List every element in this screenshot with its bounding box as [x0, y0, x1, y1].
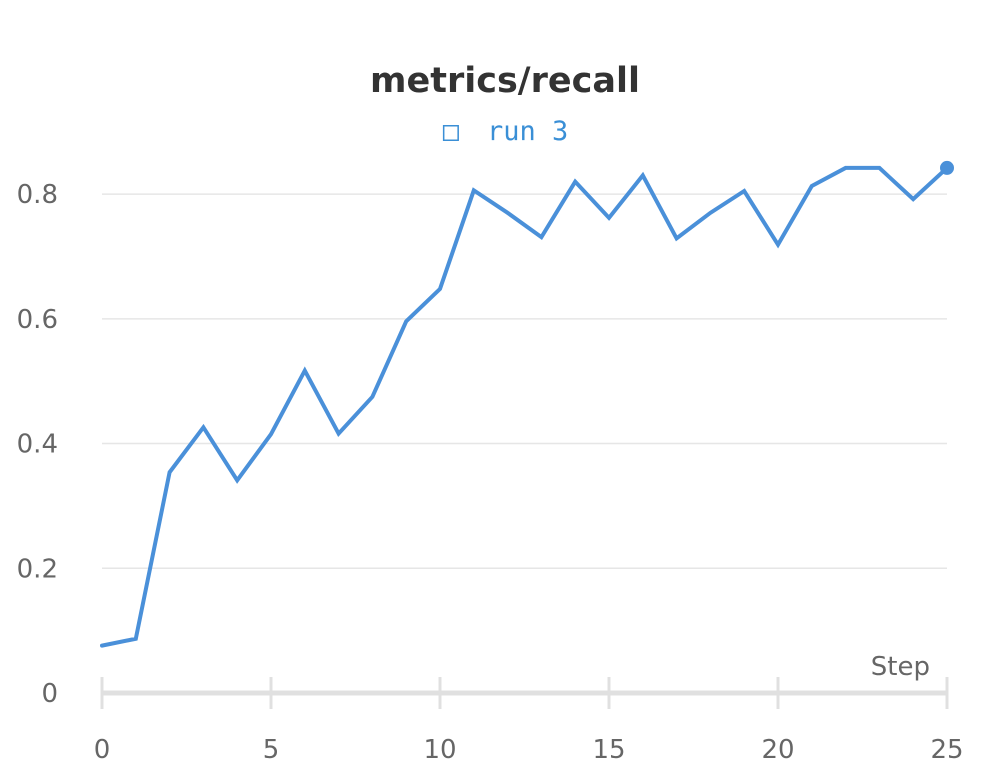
data-point[interactable] — [100, 644, 104, 648]
x-tick-label: 10 — [423, 735, 456, 765]
x-tick-label: 0 — [94, 735, 111, 765]
data-point[interactable] — [337, 432, 341, 436]
x-axis-label: Step — [871, 652, 930, 682]
x-tick-label: 20 — [761, 735, 794, 765]
data-point[interactable] — [742, 189, 746, 193]
legend[interactable]: □ run 3 — [443, 116, 568, 147]
data-point[interactable] — [404, 319, 408, 323]
data-point[interactable] — [303, 369, 307, 373]
data-point[interactable] — [269, 432, 273, 436]
last-data-point[interactable] — [940, 160, 954, 175]
data-point[interactable] — [675, 236, 679, 240]
x-axis: 0 5 10 15 20 25 — [94, 677, 964, 765]
data-point[interactable] — [438, 287, 442, 291]
y-tick-label: 0.4 — [17, 430, 58, 460]
data-point[interactable] — [776, 243, 780, 247]
data-point[interactable] — [573, 180, 577, 184]
data-point[interactable] — [539, 235, 543, 239]
data-point[interactable] — [708, 211, 712, 215]
data-point[interactable] — [370, 395, 374, 399]
data-point[interactable] — [168, 470, 172, 474]
data-point[interactable] — [844, 166, 848, 170]
x-tick-label: 15 — [592, 735, 625, 765]
data-point[interactable] — [201, 425, 205, 429]
data-point[interactable] — [911, 197, 915, 201]
legend-swatch-icon: □ — [443, 116, 460, 147]
series-run-3[interactable] — [100, 160, 954, 648]
data-point[interactable] — [235, 478, 239, 482]
data-point[interactable] — [810, 184, 814, 188]
y-tick-label: 0.6 — [17, 305, 58, 335]
data-point[interactable] — [472, 188, 476, 192]
y-tick-label: 0 — [41, 679, 58, 709]
legend-label-run-3[interactable]: run 3 — [487, 116, 568, 147]
grid-lines — [102, 193, 947, 570]
y-tick-label: 0.8 — [17, 180, 58, 210]
data-point[interactable] — [877, 166, 881, 170]
y-tick-label: 0.2 — [17, 554, 58, 584]
chart-title: metrics/recall — [370, 61, 640, 101]
x-tick-label: 25 — [930, 735, 963, 765]
y-axis: 0 0.2 0.4 0.6 0.8 — [17, 180, 58, 709]
data-point[interactable] — [506, 211, 510, 215]
data-point[interactable] — [134, 637, 138, 641]
data-point[interactable] — [607, 216, 611, 220]
series-line[interactable] — [100, 165, 949, 648]
x-tick-label: 5 — [263, 735, 280, 765]
data-point[interactable] — [641, 173, 645, 177]
